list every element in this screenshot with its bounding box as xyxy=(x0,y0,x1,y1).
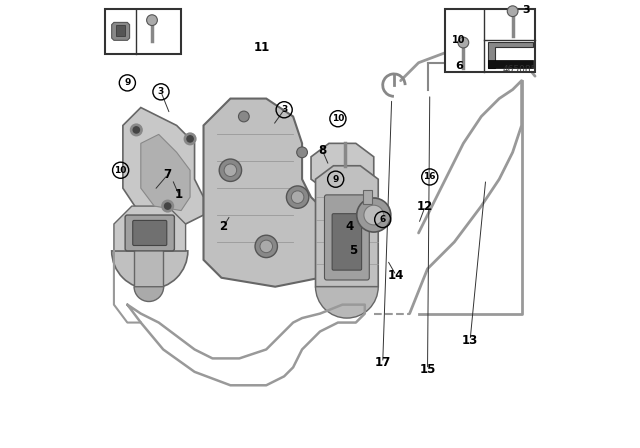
Circle shape xyxy=(239,111,249,122)
Text: 6: 6 xyxy=(380,215,386,224)
Wedge shape xyxy=(316,287,378,318)
Text: 6: 6 xyxy=(455,61,463,71)
Circle shape xyxy=(224,164,237,177)
Text: 13: 13 xyxy=(462,334,478,347)
Circle shape xyxy=(162,200,173,212)
FancyBboxPatch shape xyxy=(125,215,174,251)
Circle shape xyxy=(291,191,304,203)
Polygon shape xyxy=(114,206,186,251)
Text: 3: 3 xyxy=(281,105,287,114)
Polygon shape xyxy=(311,143,374,193)
Text: 4: 4 xyxy=(345,220,353,233)
Text: 10: 10 xyxy=(332,114,344,123)
Circle shape xyxy=(287,186,309,208)
Polygon shape xyxy=(141,134,190,211)
Text: 7: 7 xyxy=(164,168,172,181)
Text: 465085: 465085 xyxy=(502,65,536,74)
Polygon shape xyxy=(204,99,329,287)
Circle shape xyxy=(187,136,193,142)
Polygon shape xyxy=(316,166,378,287)
Text: 16: 16 xyxy=(424,172,436,181)
Text: 5: 5 xyxy=(349,244,358,258)
FancyBboxPatch shape xyxy=(105,9,181,54)
Circle shape xyxy=(364,205,383,225)
Wedge shape xyxy=(134,287,164,302)
Text: 3: 3 xyxy=(158,87,164,96)
Circle shape xyxy=(297,147,307,158)
Circle shape xyxy=(260,240,273,253)
Text: 14: 14 xyxy=(388,269,404,282)
Bar xyxy=(116,25,125,36)
Circle shape xyxy=(508,6,518,17)
Bar xyxy=(488,60,532,68)
Text: 10: 10 xyxy=(452,34,466,44)
Circle shape xyxy=(356,198,391,232)
Text: 16: 16 xyxy=(111,22,128,36)
Polygon shape xyxy=(488,42,533,68)
Circle shape xyxy=(131,124,142,136)
Circle shape xyxy=(147,15,157,26)
Wedge shape xyxy=(112,251,188,289)
Polygon shape xyxy=(123,108,204,224)
Circle shape xyxy=(220,159,242,181)
Text: 9: 9 xyxy=(144,22,152,36)
Text: 1: 1 xyxy=(175,188,183,202)
FancyBboxPatch shape xyxy=(332,214,362,270)
FancyBboxPatch shape xyxy=(324,195,369,280)
Bar xyxy=(134,249,163,287)
Text: 9: 9 xyxy=(124,78,131,87)
Circle shape xyxy=(164,203,171,209)
Text: 9: 9 xyxy=(333,175,339,184)
Circle shape xyxy=(458,37,468,48)
Text: 12: 12 xyxy=(417,199,433,213)
Circle shape xyxy=(184,133,196,145)
Circle shape xyxy=(133,127,140,133)
Circle shape xyxy=(255,235,278,258)
Text: 10: 10 xyxy=(115,166,127,175)
Text: 17: 17 xyxy=(374,356,391,370)
Polygon shape xyxy=(112,22,130,40)
Text: 3: 3 xyxy=(522,4,530,14)
Text: 2: 2 xyxy=(220,220,228,233)
Bar xyxy=(362,190,371,204)
Text: 15: 15 xyxy=(419,363,436,376)
FancyBboxPatch shape xyxy=(445,9,535,72)
Text: 11: 11 xyxy=(253,40,270,54)
Text: 8: 8 xyxy=(318,143,326,157)
FancyBboxPatch shape xyxy=(132,220,167,246)
